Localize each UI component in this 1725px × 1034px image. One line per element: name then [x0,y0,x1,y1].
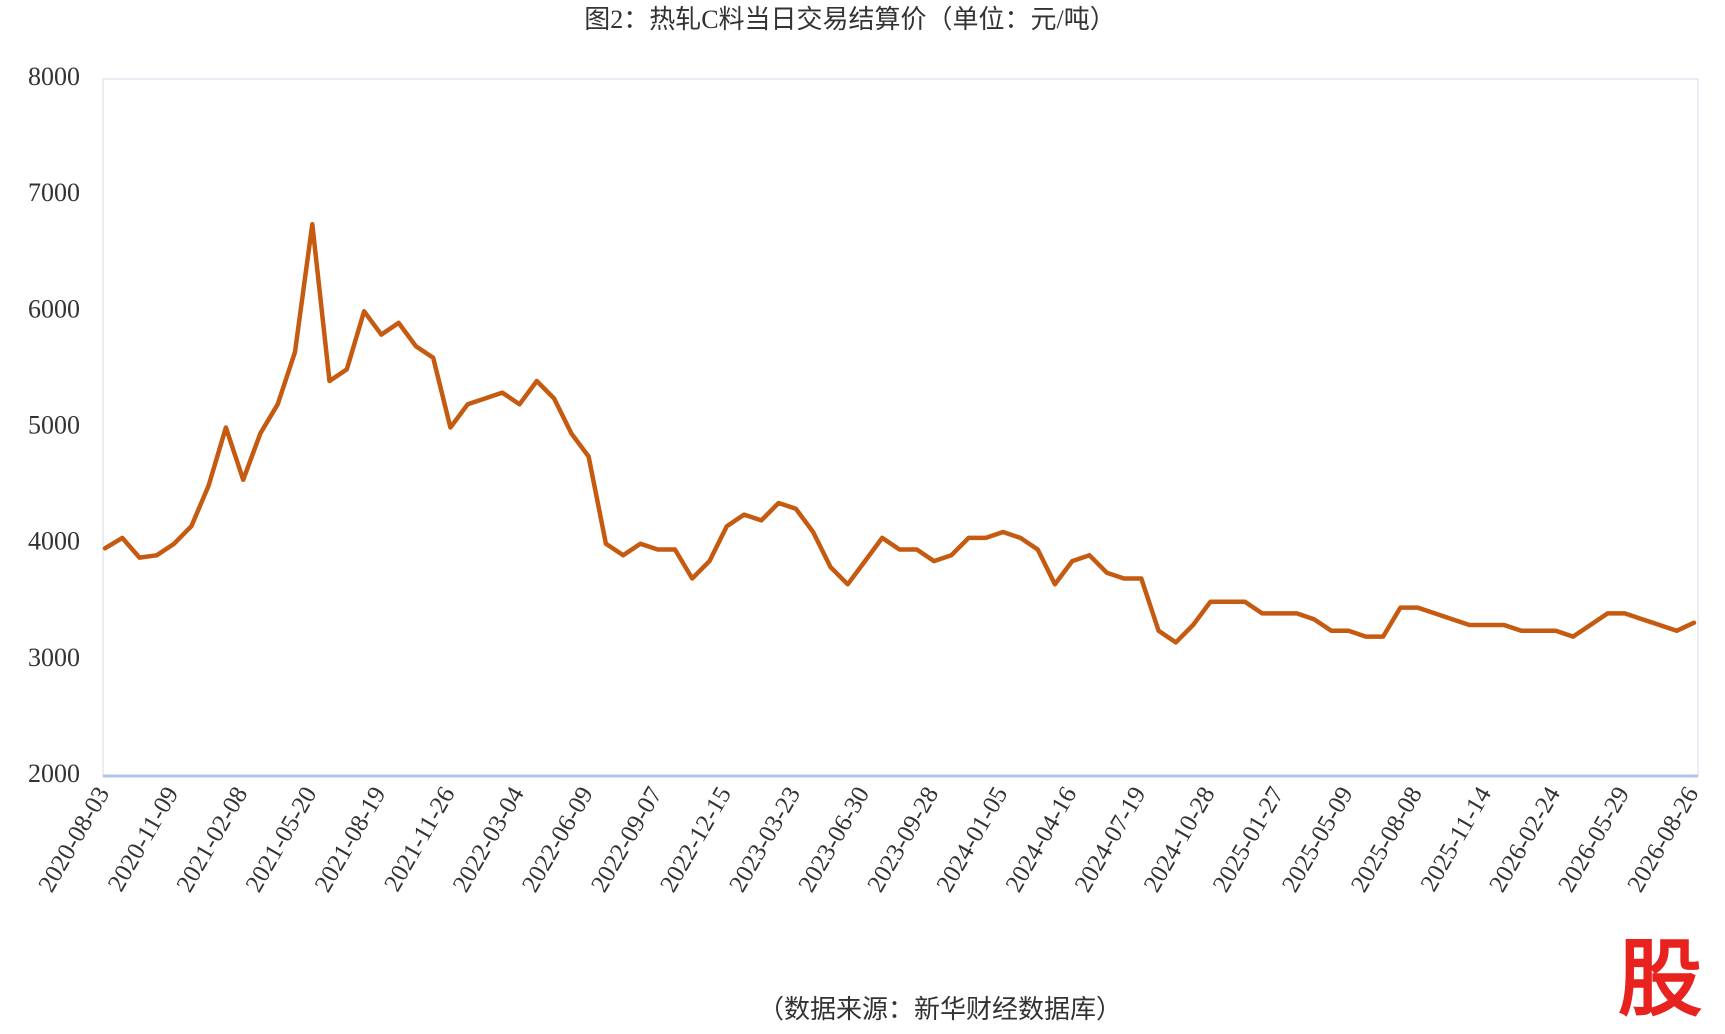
x-tick-label: 2023-03-23 [724,782,806,897]
source-note: （数据来源：新华财经数据库） [758,995,1122,1024]
x-tick-label: 2022-03-04 [448,782,530,897]
x-tick-label: 2022-12-15 [655,782,737,897]
x-tick-label: 2024-10-28 [1139,782,1221,897]
y-tick-label: 2000 [28,759,80,788]
x-tick-label: 2026-02-24 [1484,782,1566,897]
watermark: 股 [1618,930,1702,1028]
y-tick-label: 5000 [28,410,80,439]
y-tick-label: 3000 [28,643,80,672]
plot-area [102,78,1699,777]
x-tick-label: 2024-04-16 [1001,782,1083,897]
x-tick-label: 2020-11-09 [103,782,184,896]
x-tick-label: 2025-11-14 [1416,782,1497,896]
chart-title: 图2：热轧C料当日交易结算价（单位：元/吨） [584,5,1116,34]
x-tick-label: 2023-09-28 [862,782,944,897]
y-tick-label: 6000 [28,294,80,323]
line-series [102,221,1697,645]
x-tick-label: 2024-07-19 [1070,782,1152,897]
x-tick-label: 2021-02-08 [172,782,254,897]
x-tick-label: 2024-01-05 [932,782,1014,897]
x-tick-label: 2021-11-26 [379,782,460,896]
x-tick-label: 2026-05-29 [1553,782,1635,897]
x-tick-label: 2025-01-27 [1208,782,1290,897]
x-tick-label: 2022-09-07 [586,782,668,897]
y-tick-label: 8000 [28,62,80,91]
x-tick-label: 2026-08-26 [1622,782,1704,897]
x-tick-label: 2025-05-09 [1277,782,1359,897]
x-tick-label: 2022-06-09 [517,782,599,897]
x-tick-label: 2020-08-03 [33,782,115,897]
x-tick-label: 2023-06-30 [793,782,875,897]
x-tick-label: 2025-08-08 [1346,782,1428,897]
y-tick-label: 4000 [28,527,80,556]
y-tick-label: 7000 [28,178,80,207]
x-tick-label: 2021-08-19 [310,782,392,897]
x-tick-label: 2021-05-20 [241,782,323,897]
